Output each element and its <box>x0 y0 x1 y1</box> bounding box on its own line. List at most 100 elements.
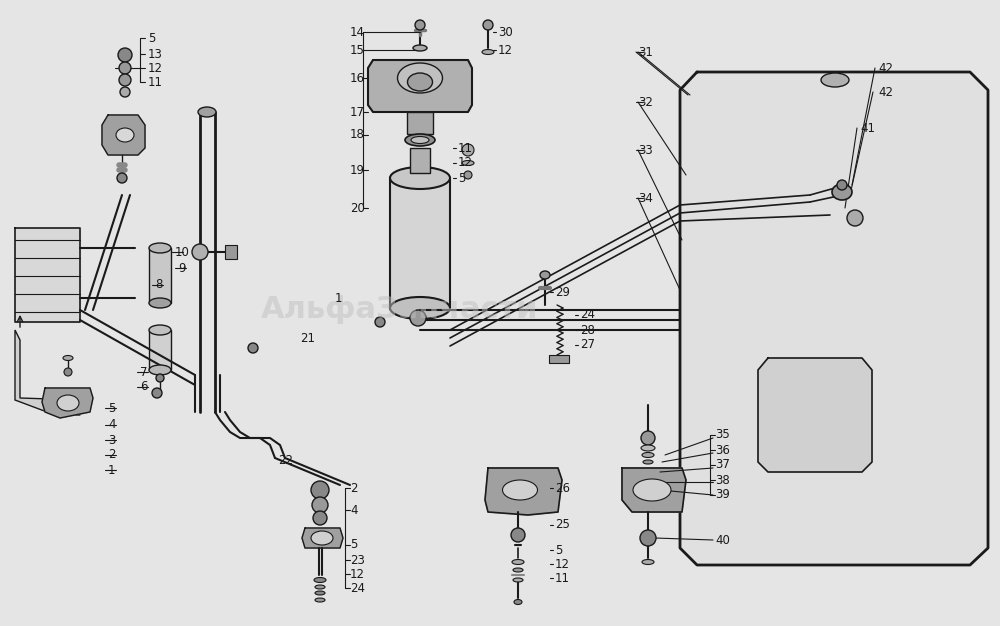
Circle shape <box>117 173 127 183</box>
Text: 16: 16 <box>350 71 365 85</box>
Ellipse shape <box>821 73 849 87</box>
Circle shape <box>462 144 474 156</box>
Circle shape <box>847 210 863 226</box>
Text: 5: 5 <box>458 172 465 185</box>
Ellipse shape <box>311 531 333 545</box>
Ellipse shape <box>315 591 325 595</box>
Text: 32: 32 <box>638 96 653 108</box>
Polygon shape <box>302 528 343 548</box>
Ellipse shape <box>832 184 852 200</box>
Bar <box>149 330 171 370</box>
Ellipse shape <box>198 107 216 117</box>
Ellipse shape <box>314 578 326 583</box>
Text: 7: 7 <box>140 366 148 379</box>
Text: 41: 41 <box>860 121 875 135</box>
Text: 17: 17 <box>350 106 365 118</box>
Ellipse shape <box>483 20 493 30</box>
Bar <box>549 355 569 363</box>
Text: 40: 40 <box>715 533 730 546</box>
Bar <box>410 148 430 173</box>
Text: 12: 12 <box>555 558 570 570</box>
Text: 1: 1 <box>335 292 342 304</box>
Ellipse shape <box>503 480 538 500</box>
Polygon shape <box>485 468 562 515</box>
Text: 13: 13 <box>148 48 163 61</box>
Text: 5: 5 <box>148 31 155 44</box>
Circle shape <box>375 317 385 327</box>
Text: 12: 12 <box>148 61 163 74</box>
Ellipse shape <box>513 578 523 582</box>
Circle shape <box>64 368 72 376</box>
Polygon shape <box>758 358 872 472</box>
Text: 2: 2 <box>108 448 116 461</box>
Text: 22: 22 <box>278 453 293 466</box>
Text: 26: 26 <box>555 481 570 495</box>
Text: 38: 38 <box>715 473 730 486</box>
Text: 2: 2 <box>350 481 358 495</box>
Text: 24: 24 <box>580 309 595 322</box>
Text: 30: 30 <box>498 26 513 39</box>
Ellipse shape <box>149 298 171 308</box>
Circle shape <box>119 62 131 74</box>
Text: 15: 15 <box>350 43 365 56</box>
PathPatch shape <box>15 330 80 415</box>
Text: 20: 20 <box>350 202 365 215</box>
Circle shape <box>511 528 525 542</box>
Text: 25: 25 <box>555 518 570 531</box>
Circle shape <box>464 171 472 179</box>
Ellipse shape <box>413 45 427 51</box>
Text: 23: 23 <box>350 553 365 567</box>
Text: 12: 12 <box>498 43 513 56</box>
Polygon shape <box>622 468 686 512</box>
Text: 31: 31 <box>638 46 653 58</box>
Text: 27: 27 <box>580 339 595 352</box>
Text: 11: 11 <box>555 572 570 585</box>
Text: 12: 12 <box>350 568 365 580</box>
Polygon shape <box>102 115 145 155</box>
Ellipse shape <box>398 63 442 93</box>
Circle shape <box>837 180 847 190</box>
Text: 18: 18 <box>350 128 365 141</box>
Circle shape <box>640 530 656 546</box>
Ellipse shape <box>315 585 325 589</box>
Ellipse shape <box>408 73 432 91</box>
Text: АльфаЗапчасти: АльфаЗапчасти <box>261 295 539 324</box>
Circle shape <box>119 74 131 86</box>
Polygon shape <box>42 388 93 418</box>
Circle shape <box>120 87 130 97</box>
Circle shape <box>410 310 426 326</box>
Text: 14: 14 <box>350 26 365 39</box>
Text: 3: 3 <box>108 433 115 446</box>
Text: 11: 11 <box>148 76 163 88</box>
Ellipse shape <box>315 598 325 602</box>
Ellipse shape <box>514 600 522 605</box>
Text: 29: 29 <box>555 285 570 299</box>
Ellipse shape <box>149 243 171 253</box>
Polygon shape <box>680 72 988 565</box>
Text: 39: 39 <box>715 488 730 501</box>
Text: 5: 5 <box>350 538 357 552</box>
Ellipse shape <box>643 460 653 464</box>
Text: 36: 36 <box>715 443 730 456</box>
Polygon shape <box>368 60 472 112</box>
Circle shape <box>156 374 164 382</box>
Ellipse shape <box>482 49 494 54</box>
Ellipse shape <box>149 325 171 335</box>
Text: 8: 8 <box>155 279 162 292</box>
Text: 11: 11 <box>458 141 473 155</box>
Ellipse shape <box>57 395 79 411</box>
Text: 42: 42 <box>878 86 893 98</box>
Ellipse shape <box>641 445 655 451</box>
Ellipse shape <box>411 136 429 143</box>
Text: 6: 6 <box>140 381 148 394</box>
Ellipse shape <box>116 128 134 142</box>
Circle shape <box>313 511 327 525</box>
Text: 9: 9 <box>178 262 186 274</box>
Bar <box>390 178 450 308</box>
Text: 34: 34 <box>638 192 653 205</box>
Text: 4: 4 <box>350 503 358 516</box>
Text: 37: 37 <box>715 458 730 471</box>
Circle shape <box>118 48 132 62</box>
Ellipse shape <box>633 479 671 501</box>
Text: 10: 10 <box>175 245 190 259</box>
